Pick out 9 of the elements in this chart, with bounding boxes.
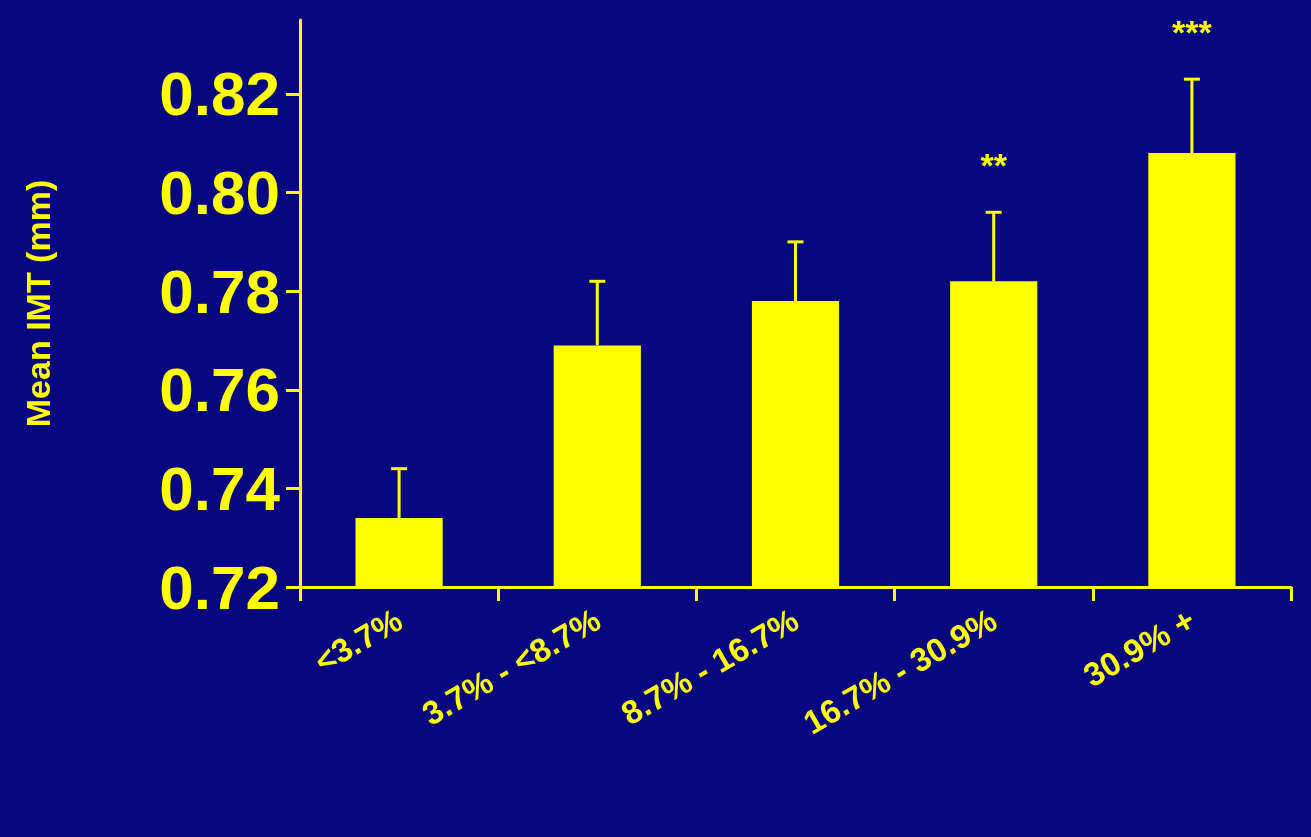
- y-tick-label: 0.80: [159, 158, 280, 228]
- annotation: **: [980, 146, 1008, 185]
- annotation: ***: [1172, 13, 1213, 52]
- y-axis-title: Mean IMT (mm): [19, 179, 57, 428]
- y-tick-label: 0.74: [159, 453, 281, 523]
- y-tick-label: 0.72: [159, 552, 280, 622]
- y-tick-label: 0.78: [159, 256, 280, 326]
- y-tick-label: 0.82: [159, 59, 280, 129]
- y-tick-label: 0.76: [159, 355, 280, 425]
